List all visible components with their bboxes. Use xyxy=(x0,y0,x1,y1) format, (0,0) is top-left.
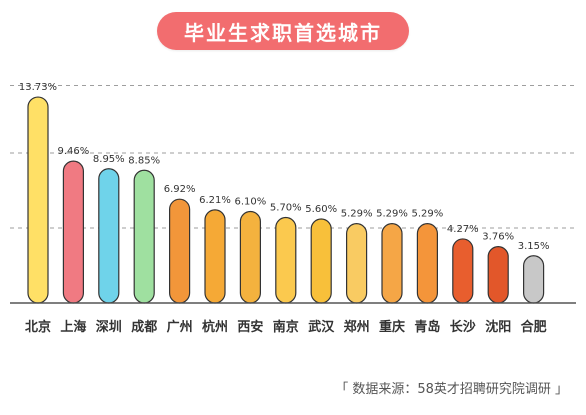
category-label: 深圳 xyxy=(96,319,122,335)
category-label: 广州 xyxy=(167,319,193,335)
bar xyxy=(310,218,332,304)
category-label: 成都 xyxy=(131,319,157,335)
chart-title: 毕业生求职首选城市 xyxy=(157,12,409,50)
value-label: 3.76% xyxy=(482,232,514,243)
category-label: 青岛 xyxy=(414,319,440,335)
category-label: 长沙 xyxy=(450,319,476,335)
value-labels: 13.73% 9.46%8.95% 8.85% 6.92%6.21% 6.10%5.70… xyxy=(19,82,550,252)
category-label: 西安 xyxy=(237,319,263,335)
bar xyxy=(204,209,226,304)
bars xyxy=(27,96,545,304)
bar xyxy=(416,223,438,304)
category-label: 郑州 xyxy=(344,319,370,335)
category-label: 南京 xyxy=(273,319,299,335)
value-label: 4.27% xyxy=(447,224,479,235)
bar xyxy=(346,223,368,304)
bar xyxy=(239,210,261,304)
category-label: 重庆 xyxy=(379,319,405,335)
value-label: 5.29% xyxy=(341,209,373,220)
value-label: 6.10% xyxy=(235,197,267,208)
bar xyxy=(275,216,297,304)
bar xyxy=(98,168,120,304)
bar xyxy=(381,223,403,304)
value-label: 13.73% xyxy=(19,82,57,93)
value-label: 5.60% xyxy=(305,204,337,215)
value-label: 8.85% xyxy=(128,155,160,166)
category-label: 合肥 xyxy=(521,319,547,335)
value-label: 8.95% xyxy=(93,154,125,165)
bar xyxy=(522,255,545,304)
category-label: 杭州 xyxy=(202,319,228,335)
bar xyxy=(62,160,85,304)
value-label: 5.29% xyxy=(412,209,444,220)
bar xyxy=(133,169,155,304)
value-label: 9.46% xyxy=(58,146,90,157)
category-label: 上海 xyxy=(60,319,86,335)
value-label: 6.21% xyxy=(199,195,231,206)
bar xyxy=(169,198,191,304)
category-label: 北京 xyxy=(25,319,51,335)
value-label: 5.70% xyxy=(270,203,302,214)
value-label: 5.29% xyxy=(376,209,408,220)
source-note: 「 数据来源：58英才招聘研究院调研 」 xyxy=(335,382,568,397)
category-label: 沈阳 xyxy=(485,319,511,335)
category-ticks: 北京 上海 深圳 成都 广州 杭州 西安 南京 武汉 郑州 重庆 青岛 长沙 沈阳 合肥 xyxy=(25,319,547,335)
bar xyxy=(452,238,474,304)
value-label: 3.15% xyxy=(518,241,550,252)
bar xyxy=(27,96,49,304)
value-label: 6.92% xyxy=(164,184,196,195)
category-label: 武汉 xyxy=(308,319,335,335)
bar xyxy=(487,246,509,304)
